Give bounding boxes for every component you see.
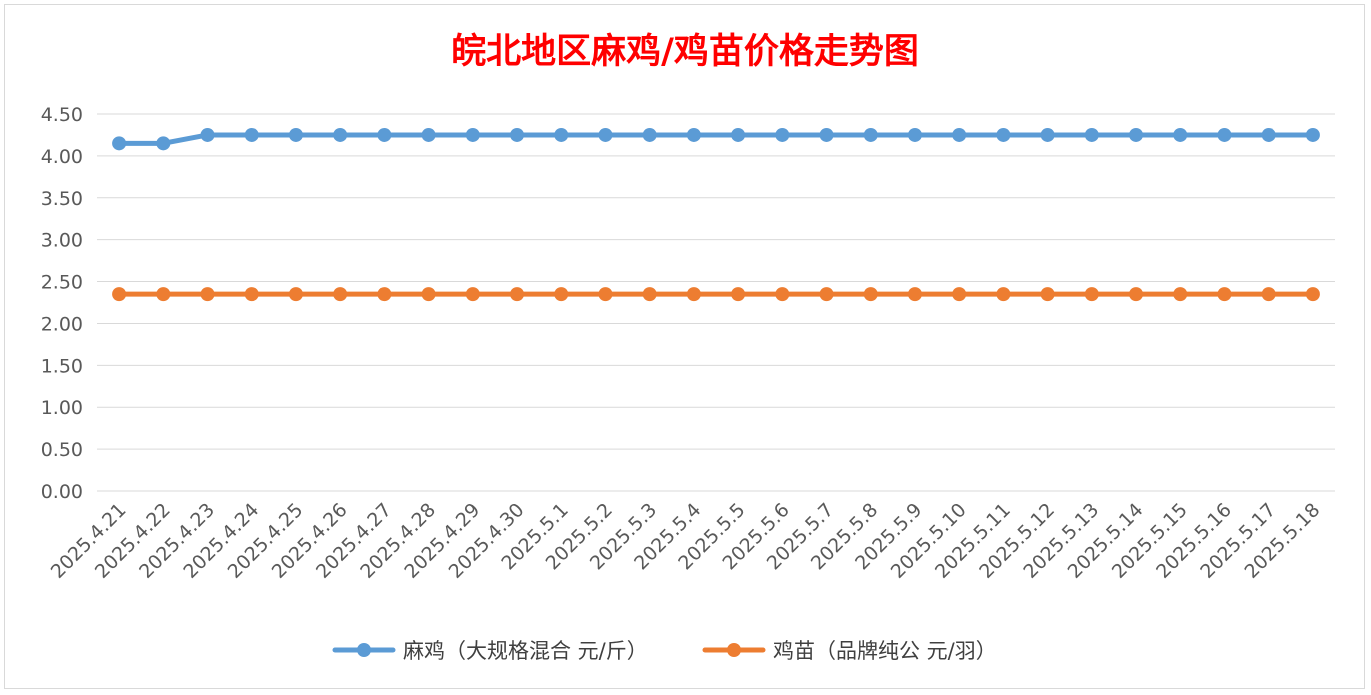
data-point[interactable] [510,127,525,142]
data-point[interactable] [1217,287,1232,302]
data-point[interactable] [156,287,171,302]
data-point[interactable] [598,287,613,302]
data-point[interactable] [244,127,259,142]
data-point[interactable] [1129,287,1144,302]
data-point[interactable] [377,287,392,302]
data-point[interactable] [1129,127,1144,142]
data-point[interactable] [421,127,436,142]
data-point[interactable] [244,287,259,302]
chart-area[interactable]: 皖北地区麻鸡/鸡苗价格走势图 0.00 0.50 1.00 1.50 2.00 2.50 3… [4,4,1365,689]
line-chart: 皖北地区麻鸡/鸡苗价格走势图 0.00 0.50 1.00 1.50 2.00 2.50 3… [41,31,1335,663]
data-point[interactable] [642,127,657,142]
y-tick-label: 1.50 [41,355,83,377]
data-point[interactable] [288,287,303,302]
data-point[interactable] [1084,127,1099,142]
y-tick-label: 3.00 [41,230,83,252]
series-group [112,127,1320,302]
data-point[interactable] [554,287,569,302]
data-point[interactable] [819,287,834,302]
gridlines [97,113,1335,492]
data-point[interactable] [952,127,967,142]
data-point[interactable] [510,287,525,302]
data-point[interactable] [1261,127,1276,142]
y-tick-label: 2.00 [41,313,83,335]
data-point[interactable] [731,127,746,142]
legend-label: 鸡苗（品牌纯公 元/羽） [773,639,997,663]
legend[interactable]: 麻鸡（大规格混合 元/斤） 鸡苗（品牌纯公 元/羽） [332,639,997,663]
data-point[interactable] [642,287,657,302]
legend-item[interactable]: 鸡苗（品牌纯公 元/羽） [702,639,997,663]
y-tick-label: 0.50 [41,439,83,461]
data-point[interactable] [686,287,701,302]
data-point[interactable] [1084,287,1099,302]
series-1 [112,127,1320,151]
data-point[interactable] [1305,287,1320,302]
data-point[interactable] [200,127,215,142]
legend-swatch-marker [357,643,371,657]
data-point[interactable] [333,287,348,302]
data-point[interactable] [775,127,790,142]
y-tick-label: 1.00 [41,397,83,419]
data-point[interactable] [421,287,436,302]
data-point[interactable] [112,136,127,151]
y-tick-label: 2.50 [41,272,83,294]
data-point[interactable] [1261,287,1276,302]
x-axis: 2025.4.212025.4.222025.4.232025.4.242025… [47,499,1325,583]
y-tick-label: 3.50 [41,188,83,210]
data-point[interactable] [465,287,480,302]
data-point[interactable] [1173,287,1188,302]
data-point[interactable] [554,127,569,142]
data-point[interactable] [465,127,480,142]
data-point[interactable] [112,287,127,302]
data-point[interactable] [819,127,834,142]
y-tick-label: 4.00 [41,146,83,168]
series-line [116,132,1316,146]
y-tick-label: 0.00 [41,481,83,503]
data-point[interactable] [333,127,348,142]
data-point[interactable] [996,287,1011,302]
data-point[interactable] [907,287,922,302]
data-point[interactable] [686,127,701,142]
data-point[interactable] [863,287,878,302]
legend-label: 麻鸡（大规格混合 元/斤） [403,639,648,663]
data-point[interactable] [377,127,392,142]
data-point[interactable] [1305,127,1320,142]
data-point[interactable] [952,287,967,302]
data-point[interactable] [1040,287,1055,302]
data-point[interactable] [1217,127,1232,142]
data-point[interactable] [1040,127,1055,142]
data-point[interactable] [1173,127,1188,142]
chart-title: 皖北地区麻鸡/鸡苗价格走势图 [451,31,919,72]
data-point[interactable] [863,127,878,142]
data-point[interactable] [288,127,303,142]
data-point[interactable] [598,127,613,142]
y-axis: 0.00 0.50 1.00 1.50 2.00 2.50 3.00 3.50 4.00 4.50 [41,104,83,503]
data-point[interactable] [200,287,215,302]
y-tick-label: 4.50 [41,104,83,126]
legend-item[interactable]: 麻鸡（大规格混合 元/斤） [332,639,648,663]
data-point[interactable] [775,287,790,302]
data-point[interactable] [156,136,171,151]
series-2 [112,287,1320,302]
legend-swatch-marker [727,643,741,657]
data-point[interactable] [996,127,1011,142]
data-point[interactable] [907,127,922,142]
data-point[interactable] [731,287,746,302]
